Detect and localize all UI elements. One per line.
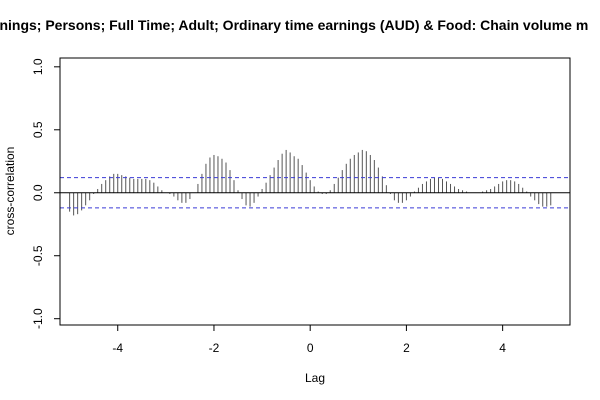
x-tick-label: -4 (112, 341, 123, 355)
y-tick-label: 0.5 (31, 121, 45, 138)
y-axis-label: cross-correlation (3, 147, 17, 236)
chart-title: rnings; Persons; Full Time; Adult; Ordin… (0, 17, 588, 33)
y-tick-label: -0.5 (31, 245, 45, 266)
x-axis: -4 -2 0 2 4 (112, 324, 506, 355)
ccf-bars (69, 149, 552, 216)
x-tick-label: 2 (403, 341, 410, 355)
y-tick-label: 0.0 (31, 184, 45, 201)
x-tick-label: -2 (209, 341, 220, 355)
x-axis-label: Lag (305, 371, 325, 385)
plot-frame (59, 57, 571, 326)
y-axis: -1.0 -0.5 0.0 0.5 1.0 (31, 58, 61, 329)
y-tick-label: 1.0 (31, 58, 45, 75)
y-tick-label: -1.0 (31, 308, 45, 329)
x-tick-label: 0 (307, 341, 314, 355)
confidence-band (60, 177, 570, 209)
x-tick-label: 4 (499, 341, 506, 355)
